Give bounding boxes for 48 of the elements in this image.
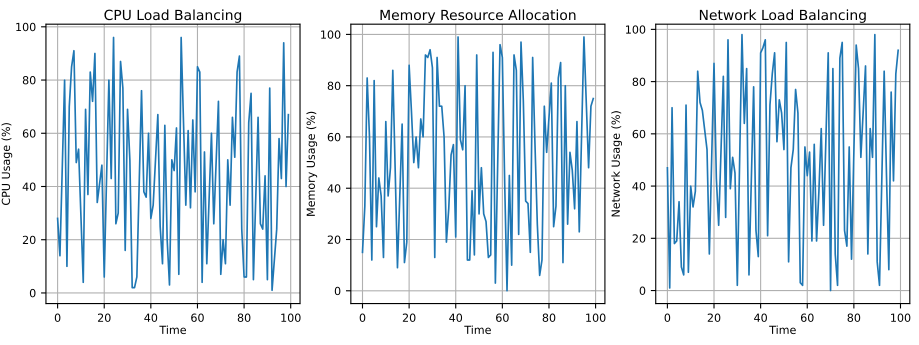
y-tick-label: 100 xyxy=(16,22,36,32)
x-tick-label: 100 xyxy=(891,314,910,322)
y-tick-label: 60 xyxy=(22,129,36,138)
x-tick-label: 40 xyxy=(449,314,462,322)
y-axis-title: CPU Usage (%) xyxy=(2,123,12,205)
y-tick-label: 0 xyxy=(334,286,340,296)
y-axis-title: Network Usage (%) xyxy=(611,111,622,216)
y-tick-label: 40 xyxy=(328,184,340,193)
x-axis-title: Time xyxy=(769,325,796,334)
line-series xyxy=(56,36,290,292)
x-tick-label: 20 xyxy=(402,314,416,322)
chart-title: Network Load Balancing xyxy=(700,9,866,23)
x-axis-title: Time xyxy=(464,325,491,334)
line-series xyxy=(666,34,899,292)
y-tick-label: 20 xyxy=(632,234,646,243)
x-tick-label: 80 xyxy=(238,314,250,322)
x-tick-label: 0 xyxy=(54,314,60,322)
y-tick-label: 40 xyxy=(632,182,646,190)
line-series xyxy=(362,36,594,292)
x-tick-label: 80 xyxy=(848,314,860,322)
y-tick-label: 100 xyxy=(321,30,340,39)
x-tick-label: 100 xyxy=(586,314,606,322)
y-tick-label: 80 xyxy=(328,82,340,90)
y-tick-label: 80 xyxy=(22,76,36,84)
y-tick-label: 80 xyxy=(632,78,646,86)
x-tick-label: 60 xyxy=(191,314,204,322)
y-tick-label: 100 xyxy=(626,25,646,34)
x-tick-label: 80 xyxy=(542,314,556,322)
x-tick-label: 20 xyxy=(98,314,111,322)
x-tick-label: 60 xyxy=(800,314,814,322)
chart-title: CPU Load Balancing xyxy=(104,9,242,23)
y-axis-title: Memory Usage (%) xyxy=(306,112,318,216)
x-tick-label: 100 xyxy=(281,314,301,322)
x-tick-label: 20 xyxy=(708,314,720,322)
x-tick-label: 0 xyxy=(664,314,670,322)
x-tick-label: 0 xyxy=(360,314,366,322)
y-tick-label: 60 xyxy=(632,130,646,138)
x-tick-label: 40 xyxy=(144,314,158,322)
chart-title: Memory Resource Allocation xyxy=(380,9,576,23)
y-tick-label: 20 xyxy=(328,235,340,244)
x-tick-label: 60 xyxy=(496,314,509,322)
y-tick-label: 20 xyxy=(22,236,36,244)
x-tick-label: 40 xyxy=(754,314,767,322)
y-tick-label: 0 xyxy=(640,286,646,295)
y-tick-label: 0 xyxy=(30,288,36,298)
y-tick-label: 40 xyxy=(22,182,36,191)
x-axis-title: Time xyxy=(159,325,186,334)
y-tick-label: 60 xyxy=(328,132,340,142)
